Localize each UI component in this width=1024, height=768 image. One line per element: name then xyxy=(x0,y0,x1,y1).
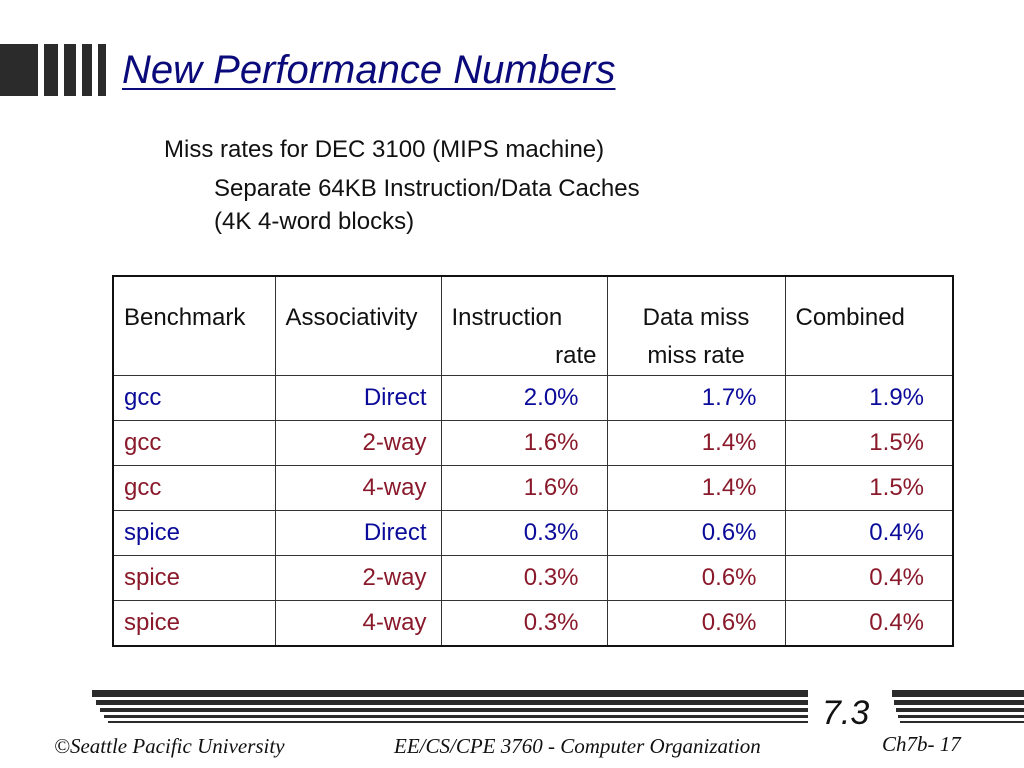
cell-combined-rate: 0.4% xyxy=(784,555,954,601)
cell-associativity: 4-way xyxy=(274,465,442,511)
cell-instruction-rate: 0.3% xyxy=(440,555,608,601)
cell-instruction-rate: 2.0% xyxy=(440,375,608,421)
cell-benchmark: spice xyxy=(112,600,276,647)
title-bars-decoration xyxy=(0,44,106,96)
table-row: gcc Direct 2.0% 1.7% 1.9% xyxy=(112,375,954,421)
cell-instruction-rate: 0.3% xyxy=(440,600,608,647)
cell-benchmark: spice xyxy=(112,510,276,556)
cell-instruction-rate: 0.3% xyxy=(440,510,608,556)
miss-rate-table: Benchmark Associativity Instruction rate… xyxy=(112,275,954,647)
cell-data-rate: 1.4% xyxy=(606,465,786,511)
table-header-row: Benchmark Associativity Instruction rate… xyxy=(112,275,954,376)
cell-data-rate: 0.6% xyxy=(606,510,786,556)
cell-benchmark: gcc xyxy=(112,465,276,511)
cell-combined-rate: 1.5% xyxy=(784,420,954,466)
cache-config-line-2: (4K 4-word blocks) xyxy=(214,208,415,235)
header-combined: Combined xyxy=(784,275,954,376)
slide-title: New Performance Numbers xyxy=(122,48,616,92)
cell-associativity: Direct xyxy=(274,375,442,421)
cell-benchmark: gcc xyxy=(112,420,276,466)
footer-copyright: ©Seattle Pacific University xyxy=(54,734,285,758)
cell-instruction-rate: 1.6% xyxy=(440,420,608,466)
table-row: gcc 2-way 1.6% 1.4% 1.5% xyxy=(112,420,954,466)
header-data-miss-rate: Data miss miss rate xyxy=(606,275,786,376)
cell-instruction-rate: 1.6% xyxy=(440,465,608,511)
cell-benchmark: gcc xyxy=(112,375,276,421)
cell-data-rate: 1.7% xyxy=(606,375,786,421)
header-benchmark: Benchmark xyxy=(112,275,276,376)
cell-combined-rate: 1.9% xyxy=(784,375,954,421)
cell-combined-rate: 0.4% xyxy=(784,510,954,556)
table-row: spice Direct 0.3% 0.6% 0.4% xyxy=(112,510,954,556)
footer-rule-right-decoration xyxy=(892,690,1024,723)
footer-rule-left-decoration xyxy=(92,690,808,723)
cell-data-rate: 1.4% xyxy=(606,420,786,466)
cell-data-rate: 0.6% xyxy=(606,555,786,601)
cache-config-line-1: Separate 64KB Instruction/Data Caches xyxy=(214,175,640,202)
table-row: spice 2-way 0.3% 0.6% 0.4% xyxy=(112,555,954,601)
header-instruction-rate: Instruction rate xyxy=(440,275,608,376)
cell-combined-rate: 0.4% xyxy=(784,600,954,647)
footer-course: EE/CS/CPE 3760 - Computer Organization xyxy=(394,734,761,758)
cell-combined-rate: 1.5% xyxy=(784,465,954,511)
cell-associativity: Direct xyxy=(274,510,442,556)
footer-page-number: Ch7b- 17 xyxy=(882,732,961,756)
section-number: 7.3 xyxy=(822,694,870,732)
cell-associativity: 2-way xyxy=(274,555,442,601)
table-row: gcc 4-way 1.6% 1.4% 1.5% xyxy=(112,465,954,511)
cell-benchmark: spice xyxy=(112,555,276,601)
cell-associativity: 2-way xyxy=(274,420,442,466)
header-associativity: Associativity xyxy=(274,275,442,376)
cell-data-rate: 0.6% xyxy=(606,600,786,647)
slide-subtitle: Miss rates for DEC 3100 (MIPS machine) xyxy=(164,136,605,163)
table-row: spice 4-way 0.3% 0.6% 0.4% xyxy=(112,600,954,647)
cell-associativity: 4-way xyxy=(274,600,442,647)
